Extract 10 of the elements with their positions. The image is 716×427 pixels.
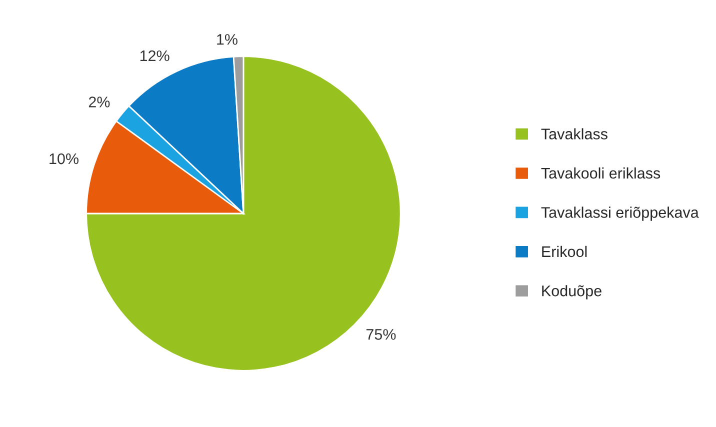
data-label: 1% bbox=[217, 34, 238, 45]
data-label: 2% bbox=[88, 96, 110, 108]
legend-label: Koduõpe bbox=[542, 285, 602, 300]
data-label: 12% bbox=[140, 50, 170, 62]
data-label: 10% bbox=[50, 153, 79, 164]
legend-label: Tavakooli eriklass bbox=[541, 167, 660, 179]
legend-label: Erikool bbox=[542, 246, 587, 258]
legend-label: Tavaklassi eriõppekava bbox=[541, 206, 699, 221]
data-label: 75% bbox=[366, 329, 396, 340]
legend-label: Tavaklass bbox=[541, 128, 608, 140]
